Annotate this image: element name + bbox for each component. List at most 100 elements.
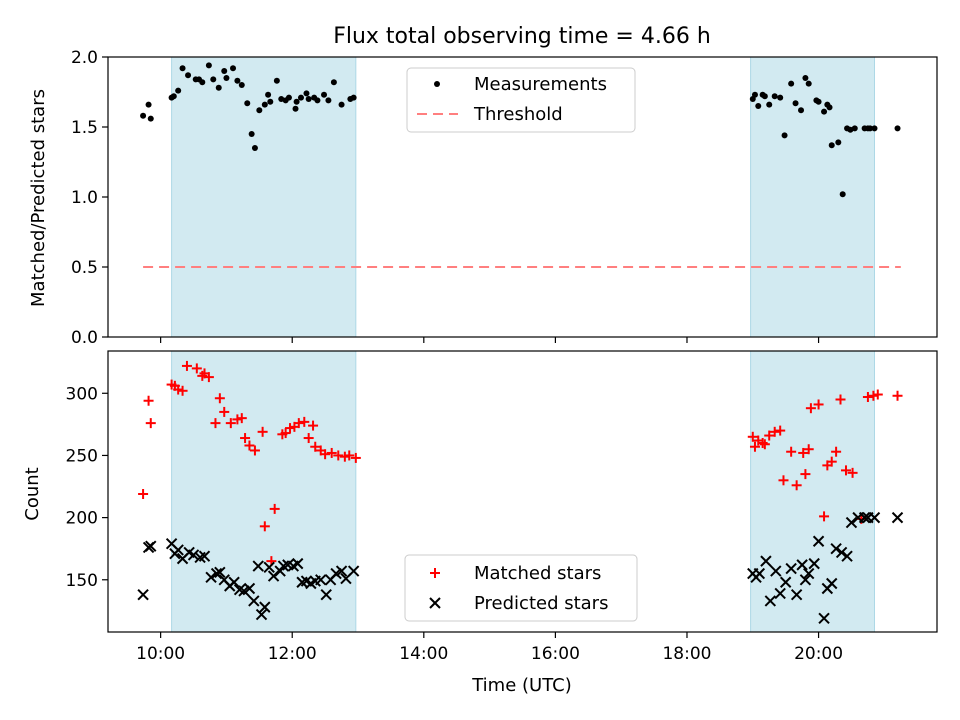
predicted-star-point	[799, 574, 812, 586]
predicted-star-point	[835, 546, 848, 559]
matched-star-point	[775, 425, 786, 436]
top-legend-box	[406, 67, 636, 133]
measurement-point	[839, 191, 846, 198]
measurement-point	[761, 93, 768, 100]
measurement-point	[821, 108, 828, 115]
measurement-point	[321, 91, 328, 98]
matched-star-point	[813, 399, 824, 410]
matched-star-point	[819, 511, 830, 522]
predicted-star-point	[818, 612, 830, 625]
predicted-star-point	[774, 587, 786, 600]
legend-matched-marker	[430, 568, 440, 578]
top-y-tick-label-4: 2.0	[71, 48, 98, 68]
measurement-point	[179, 65, 186, 72]
bottom-y-axis-label: Count	[22, 467, 43, 520]
matched-star-point	[191, 363, 202, 374]
predicted-star-point	[845, 516, 858, 529]
matched-star-point	[749, 441, 760, 452]
predicted-star-point	[145, 540, 157, 552]
matched-star-point	[339, 451, 350, 462]
predicted-star-point	[137, 588, 149, 601]
matched-star-point	[259, 521, 270, 532]
predicted-star-point	[830, 542, 842, 555]
matched-star-point	[800, 469, 811, 480]
measurement-point	[234, 77, 241, 84]
matched-star-point	[778, 475, 789, 486]
measurement-point	[238, 82, 245, 88]
legend-predicted-marker	[429, 597, 441, 609]
matched-star-point	[769, 426, 780, 437]
matched-star-point	[236, 413, 247, 424]
bottom-y-tick-label-1: 200	[66, 509, 98, 529]
measurement-point	[826, 104, 833, 111]
predicted-star-point	[172, 544, 184, 556]
matched-star-point	[333, 450, 344, 461]
matched-star-point	[764, 430, 775, 441]
matched-star-point	[280, 428, 291, 439]
predicted-star-point	[267, 570, 280, 582]
predicted-star-point	[764, 595, 777, 607]
measurement-point	[314, 97, 321, 104]
measurement-point	[145, 101, 152, 108]
matched-star-point	[759, 439, 770, 450]
matched-star-point	[293, 418, 304, 429]
measurement-point	[221, 68, 228, 74]
matched-star-point	[805, 403, 816, 414]
predicted-star-point	[335, 565, 348, 577]
measurement-point	[251, 145, 258, 151]
matched-star-point	[847, 467, 858, 478]
measurement-point	[230, 65, 237, 72]
measurement-point	[781, 132, 788, 139]
measurement-point	[248, 131, 255, 137]
bottom-y-tick-label-3: 300	[66, 384, 98, 404]
predicted-star-point	[891, 511, 904, 524]
matched-star-point	[803, 444, 814, 455]
legend-measurement-marker	[434, 81, 440, 87]
measurement-point	[205, 62, 212, 69]
measurement-point	[828, 142, 835, 149]
matched-star-point	[249, 445, 260, 456]
matched-star-point	[240, 433, 251, 444]
matched-star-point	[177, 385, 188, 396]
measurement-point	[788, 80, 795, 87]
measurement-point	[292, 105, 299, 112]
top-y-tick-label-2: 1.0	[71, 188, 98, 208]
matched-star-point	[269, 503, 280, 514]
predicted-star-point	[812, 535, 825, 547]
predicted-star-point	[252, 560, 264, 572]
top-y-tick-label-0: 0.0	[71, 328, 98, 348]
predicted-star-point	[320, 588, 332, 601]
predicted-star-point	[263, 561, 275, 574]
bottom-y-tick-label-2: 250	[66, 446, 98, 466]
matched-star-point	[350, 452, 361, 463]
matched-star-point	[303, 433, 314, 444]
top-panel: 0.0 0.5 1.0 1.5 2.0 Measurements Threshold	[71, 48, 938, 348]
measurement-point	[285, 94, 292, 101]
measurement-point	[210, 76, 217, 83]
matched-star-point	[145, 418, 156, 429]
predicted-star-point	[315, 574, 327, 586]
predicted-star-point	[802, 567, 815, 580]
measurement-point	[265, 91, 272, 98]
predicted-star-point	[826, 577, 838, 590]
matched-star-point	[786, 446, 797, 457]
measurement-point	[330, 79, 337, 86]
measurement-point	[867, 125, 874, 132]
matched-star-point	[203, 372, 214, 383]
bottom-y-tick-label-0: 150	[66, 571, 98, 591]
matched-star-point	[181, 360, 192, 371]
measurement-point	[223, 75, 230, 81]
predicted-star-point	[255, 608, 268, 621]
bottom-legend: Matched stars Predicted stars	[404, 554, 638, 622]
matched-star-point	[219, 406, 230, 417]
matched-star-point	[868, 390, 879, 401]
matched-star-point	[225, 418, 236, 429]
predicted-star-point	[858, 511, 871, 524]
predicted-star-point	[868, 511, 881, 524]
legend-matched-label: Matched stars	[474, 563, 601, 584]
matched-star-point	[831, 446, 842, 457]
matched-star-point	[232, 414, 243, 425]
top-y-tick-label-3: 1.5	[71, 118, 98, 138]
matched-star-point	[257, 426, 268, 437]
measurement-point	[751, 91, 758, 98]
